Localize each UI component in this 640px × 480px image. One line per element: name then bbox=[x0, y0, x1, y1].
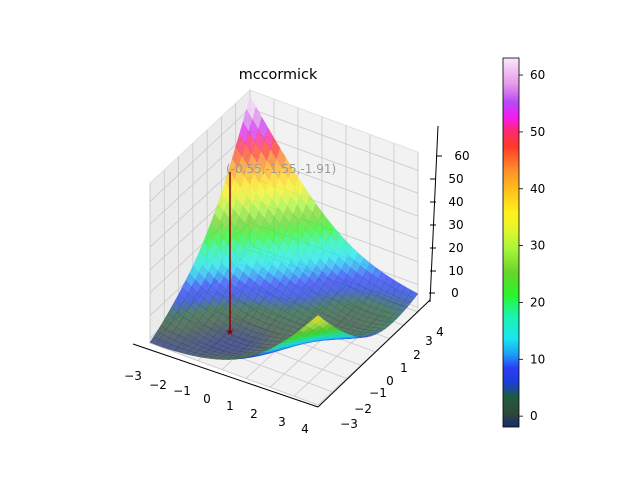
y-tick-label: 0 bbox=[386, 374, 394, 388]
y-tick-label: −3 bbox=[340, 417, 358, 431]
x-tick-label: −2 bbox=[149, 378, 167, 392]
z-tick-label: 30 bbox=[448, 218, 463, 232]
y-tick-label: −1 bbox=[369, 386, 387, 400]
z-tick-label: 20 bbox=[448, 241, 463, 255]
axis-lines bbox=[132, 125, 439, 408]
y-tick-label: 4 bbox=[436, 325, 444, 339]
x-tick-label: 2 bbox=[250, 407, 258, 421]
z-tick-label: 60 bbox=[454, 149, 469, 163]
x-tick-label: 3 bbox=[278, 415, 286, 429]
z-axis-ticks: 0 10 20 30 40 50 60 bbox=[429, 149, 470, 300]
x-tick-label: −3 bbox=[124, 369, 142, 383]
minimum-annotation: (-0.55,-1.55,-1.91) bbox=[226, 162, 336, 176]
colorbar-tick-label: 20 bbox=[530, 295, 545, 309]
colorbar-tick-label: 10 bbox=[530, 352, 545, 366]
colorbar-ticks: 0 10 20 30 40 50 60 bbox=[519, 68, 545, 423]
x-axis-ticks: −3 −2 −1 0 1 2 3 4 bbox=[124, 369, 309, 436]
minimum-marker: ★ bbox=[226, 172, 235, 338]
colorbar-gradient bbox=[502, 57, 520, 428]
chart-title: mccormick bbox=[239, 67, 318, 83]
y-tick-label: 2 bbox=[413, 348, 421, 362]
colorbar-tick-label: 30 bbox=[530, 239, 545, 253]
x-tick-label: −1 bbox=[173, 384, 191, 398]
colorbar-tick-label: 40 bbox=[530, 182, 545, 196]
z-tick-label: 10 bbox=[448, 264, 463, 278]
y-tick-label: 3 bbox=[425, 334, 433, 348]
colorbar-tick-label: 60 bbox=[530, 68, 545, 82]
y-tick-label: 1 bbox=[400, 361, 408, 375]
x-tick-label: 0 bbox=[203, 392, 211, 406]
x-tick-label: 1 bbox=[226, 399, 234, 413]
colorbar: 0 10 20 30 40 50 60 bbox=[502, 57, 545, 428]
colorbar-tick-label: 50 bbox=[530, 125, 545, 139]
z-tick-label: 0 bbox=[451, 286, 459, 300]
colorbar-tick-label: 0 bbox=[530, 409, 538, 423]
z-tick-label: 50 bbox=[448, 172, 463, 186]
x-tick-label: 4 bbox=[301, 422, 309, 436]
svg-text:★: ★ bbox=[226, 327, 235, 338]
surface-plot bbox=[149, 95, 419, 360]
z-tick-label: 40 bbox=[448, 195, 463, 209]
y-tick-label: −2 bbox=[354, 402, 372, 416]
